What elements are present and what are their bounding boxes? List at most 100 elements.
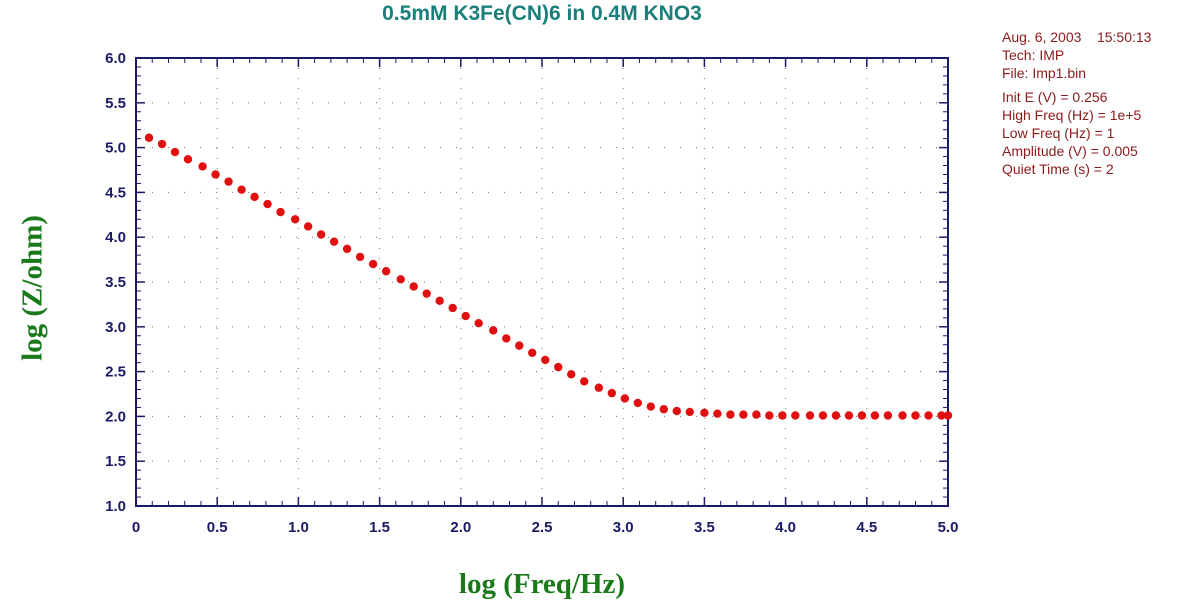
data-point — [883, 411, 893, 420]
y-tick-labels: 1.0 1.5 2.0 2.5 3.0 3.5 4.0 4.5 5.0 5.5 6.0 — [105, 50, 126, 515]
y-tick-label: 4.0 — [105, 229, 126, 246]
data-point — [943, 411, 953, 420]
experiment-info-panel: Aug. 6, 2003 15:50:13 Tech: IMP File: Imp1… — [1002, 28, 1151, 178]
data-point — [368, 259, 378, 269]
data-point — [805, 411, 815, 420]
info-init-e: Init E (V) = 0.256 — [1002, 89, 1108, 105]
y-tick-label: 1.0 — [105, 498, 126, 515]
data-point — [791, 411, 800, 420]
y-tick-label: 5.5 — [105, 95, 126, 112]
data-point — [633, 398, 643, 408]
data-point — [713, 409, 722, 418]
x-tick-label: 3.0 — [613, 519, 634, 536]
data-point — [237, 185, 246, 194]
data-point — [170, 147, 180, 157]
data-point — [646, 402, 656, 411]
x-tick-label: 4.0 — [775, 519, 796, 536]
data-point — [329, 237, 339, 246]
data-point — [342, 244, 352, 254]
data-point — [567, 370, 576, 379]
y-axis-label: log (Z/ohm) — [16, 215, 49, 361]
info-high-freq: High Freq (Hz) = 1e+5 — [1002, 107, 1142, 123]
data-point — [474, 319, 483, 328]
data-point — [672, 406, 681, 416]
x-tick-label: 1.5 — [369, 519, 390, 536]
data-point — [448, 303, 457, 313]
plot-frame — [135, 57, 949, 507]
x-tick-label: 0 — [132, 519, 140, 536]
data-point — [924, 411, 933, 420]
y-tick-label: 4.5 — [105, 184, 126, 201]
data-point — [937, 411, 946, 420]
data-point — [250, 192, 259, 202]
data-series — [144, 133, 953, 420]
y-tick-label: 2.0 — [105, 408, 126, 425]
x-tick-label: 3.5 — [694, 519, 715, 536]
data-point — [818, 411, 828, 420]
info-tech: Tech: IMP — [1002, 47, 1065, 63]
data-point — [409, 282, 418, 291]
data-point — [316, 230, 326, 239]
data-point — [224, 177, 233, 186]
info-amplitude: Amplitude (V) = 0.005 — [1002, 143, 1138, 159]
data-point — [580, 377, 589, 386]
data-point — [263, 199, 272, 209]
x-axis-label: log (Freq/Hz) — [458, 568, 626, 600]
info-file: File: Imp1.bin — [1002, 65, 1087, 81]
y-tick-label: 6.0 — [105, 50, 126, 67]
x-tick-label: 2.5 — [532, 519, 553, 536]
data-point — [857, 411, 867, 420]
grid — [136, 58, 948, 506]
data-point — [276, 207, 285, 217]
chart-title: 0.5mM K3Fe(CN)6 in 0.4M KNO3 — [382, 2, 702, 25]
data-point — [898, 411, 907, 420]
data-point — [198, 162, 207, 171]
data-point — [528, 348, 537, 357]
data-point — [685, 407, 694, 417]
data-point — [355, 252, 365, 262]
info-quiet-time: Quiet Time (s) = 2 — [1002, 161, 1114, 177]
info-date: Aug. 6, 2003 15:50:13 — [1002, 29, 1152, 45]
data-point — [594, 383, 604, 392]
data-point — [778, 411, 787, 420]
data-point — [765, 411, 774, 420]
x-tick-label: 5.0 — [938, 519, 959, 536]
y-tick-label: 2.5 — [105, 364, 126, 381]
data-point — [422, 289, 431, 298]
x-tick-label: 1.0 — [288, 519, 309, 536]
data-point — [157, 139, 167, 149]
data-point — [620, 394, 630, 403]
y-tick-label: 5.0 — [105, 140, 126, 157]
data-point — [435, 296, 444, 306]
data-point — [381, 267, 391, 276]
data-point — [290, 215, 300, 224]
x-tick-label: 0.5 — [207, 519, 228, 536]
data-point — [870, 411, 880, 420]
data-point — [700, 408, 709, 418]
data-point — [515, 341, 524, 350]
data-point — [303, 222, 313, 231]
data-point — [396, 275, 405, 284]
x-tick-label: 2.0 — [450, 519, 471, 536]
data-point — [607, 388, 617, 398]
x-tick-label: 4.5 — [856, 519, 877, 536]
y-tick-label: 1.5 — [105, 453, 126, 470]
data-point — [461, 311, 470, 321]
data-point — [554, 362, 563, 372]
data-point — [911, 411, 920, 420]
y-tick-label: 3.5 — [105, 274, 126, 291]
data-point — [844, 411, 854, 420]
data-point — [144, 133, 154, 142]
data-point — [752, 410, 761, 419]
data-point — [211, 170, 220, 179]
x-tick-labels: 0 0.5 1.0 1.5 2.0 2.5 3.0 3.5 4.0 4.5 5.0 — [132, 519, 959, 536]
data-point — [183, 155, 193, 164]
data-point — [541, 355, 550, 365]
data-point — [489, 326, 498, 335]
data-point — [739, 410, 748, 419]
info-low-freq: Low Freq (Hz) = 1 — [1002, 125, 1115, 141]
data-point — [659, 405, 668, 414]
y-tick-label: 3.0 — [105, 319, 126, 336]
data-point — [831, 411, 841, 420]
